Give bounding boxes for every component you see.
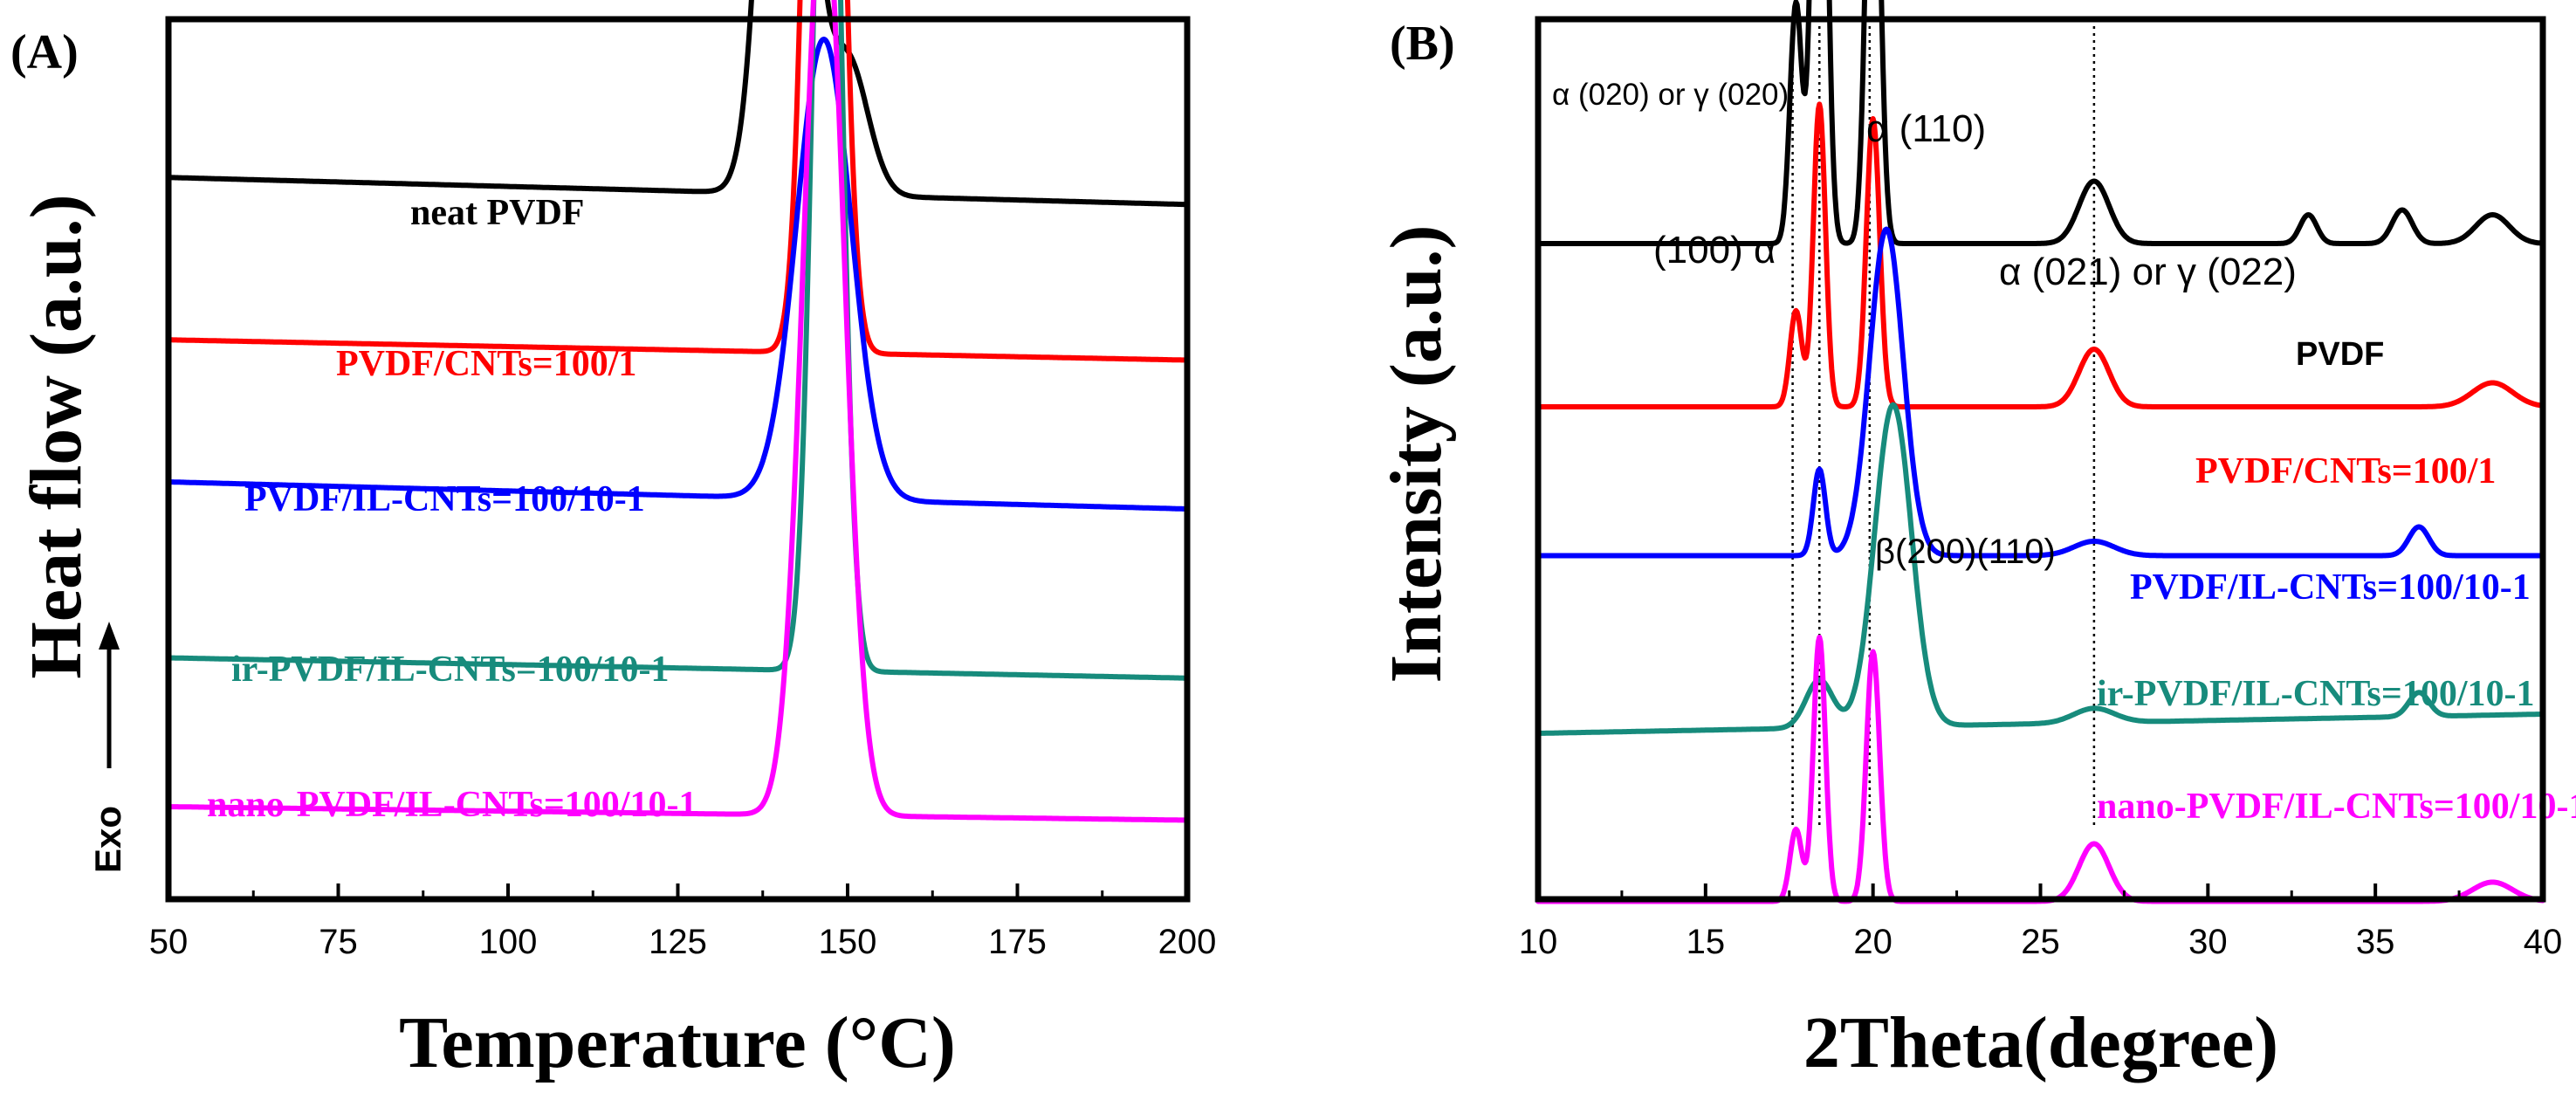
panel-b-peak-annotations: α (020) or γ (020) α (110) (100) α α (02… <box>1552 78 2297 571</box>
curve-pvdf-cnts-100-1 <box>1535 101 2545 409</box>
series-label-pvdf-il-cnts: PVDF/IL-CNTs=100/10-1 <box>2130 567 2531 608</box>
annotation-100-alpha: (100) α <box>1653 229 1776 272</box>
panel-b-series-labels: PVDF PVDF/CNTs=100/1 PVDF/IL-CNTs=100/10… <box>2097 336 2576 827</box>
x-tick-label: 175 <box>988 923 1047 961</box>
x-tick-label: 50 <box>149 923 189 961</box>
panel-b-xrd-chart: (B) PVDF PVDF/CNTs=100/1 PVDF/IL-CNTs=10… <box>1376 0 2576 1083</box>
series-label-pvdf-cnts: PVDF/CNTs=100/1 <box>2195 451 2496 492</box>
x-tick-label: 15 <box>1686 923 1726 961</box>
series-label-ir-pvdf-il-cnts: ir-PVDF/IL-CNTs=100/10-1 <box>2097 674 2534 714</box>
x-tick-label: 40 <box>2524 923 2563 961</box>
x-tick-label: 20 <box>1853 923 1893 961</box>
curve-ir-pvdf-il-cnts-100-10-1 <box>1535 402 2545 736</box>
annotation-alpha-110: α (110) <box>1866 107 1986 150</box>
x-tick-label: 75 <box>319 923 358 961</box>
series-label-pvdf-cnts: PVDF/CNTs=100/1 <box>336 344 636 384</box>
panel-b-label: (B) <box>1390 17 1455 71</box>
x-tick-label: 125 <box>649 923 707 961</box>
panel-b-x-ticks: 10 15 20 25 30 35 40 <box>1519 883 2563 961</box>
x-tick-label: 200 <box>1158 923 1217 961</box>
panel-a-series-labels: neat PVDF PVDF/CNTs=100/1 PVDF/IL-CNTs=1… <box>207 193 697 825</box>
x-tick-label: 35 <box>2356 923 2395 961</box>
x-tick-label: 150 <box>819 923 877 961</box>
annotation-alpha-021-gamma-022: α (021) or γ (022) <box>1999 251 2297 293</box>
panel-a-curves <box>166 0 1190 823</box>
x-tick-label: 25 <box>2021 923 2060 961</box>
series-label-ir-pvdf-il-cnts: ir-PVDF/IL-CNTs=100/10-1 <box>231 650 669 690</box>
curve-ir-pvdf-il-cnts-100-10-1 <box>166 0 1190 681</box>
annotation-beta-200-110: β(200)(110) <box>1875 533 2056 571</box>
curve-pvdf-il-cnts-100-10-1 <box>1535 226 2545 559</box>
x-tick-label: 10 <box>1519 923 1558 961</box>
curve-pvdf-cnts-100-1 <box>166 0 1190 363</box>
panel-b-x-axis-title: 2Theta(degree) <box>1803 1002 2278 1083</box>
panel-a-x-axis-title: Temperature (°C) <box>399 1002 956 1083</box>
exo-arrow-head-icon <box>99 622 120 650</box>
series-label-pvdf-il-cnts: PVDF/IL-CNTs=100/10-1 <box>244 479 645 519</box>
exo-indicator: Exo <box>87 622 128 873</box>
series-label-pvdf: PVDF <box>2296 336 2384 373</box>
panel-b-y-axis-title: Intensity (a.u.) <box>1376 224 1457 683</box>
curve-nano-pvdf-il-cnts-100-10-1 <box>166 0 1190 823</box>
x-tick-label: 30 <box>2188 923 2228 961</box>
curve-neat-pvdf <box>166 0 1190 208</box>
panel-a-heat-flow-chart: (A) neat PVDF PVDF/CNTs=100/1 PVDF/IL-CN… <box>10 0 1216 1083</box>
curve-pvdf-il-cnts-100-10-1 <box>166 36 1190 512</box>
panel-a-y-axis-title: Heat flow (a.u.) <box>16 194 97 678</box>
series-label-nano-pvdf-il-cnts: nano-PVDF/IL-CNTs=100/10-1 <box>2097 787 2576 827</box>
series-label-nano-pvdf-il-cnts: nano-PVDF/IL-CNTs=100/10-1 <box>207 785 697 825</box>
x-tick-label: 100 <box>479 923 538 961</box>
curve-pvdf <box>1535 0 2545 246</box>
exo-label: Exo <box>87 806 128 873</box>
panel-a-label: (A) <box>10 25 79 79</box>
panel-a-x-ticks: 50 75 100 125 150 175 200 <box>149 883 1217 961</box>
annotation-alpha-020-gamma-020: α (020) or γ (020) <box>1552 78 1789 112</box>
series-label-neat-pvdf: neat PVDF <box>410 193 584 233</box>
